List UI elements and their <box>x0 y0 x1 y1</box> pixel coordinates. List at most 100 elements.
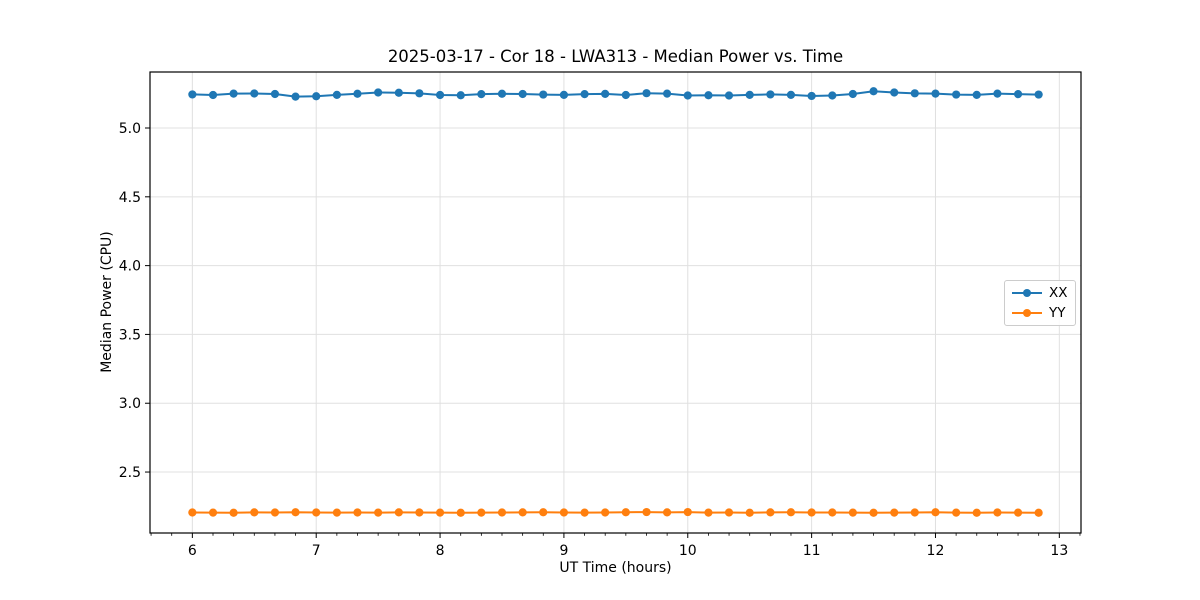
data-point-yy <box>662 508 672 517</box>
data-point-xx <box>270 89 280 99</box>
y-axis-label: Median Power (CPU) <box>99 231 115 373</box>
x-tick-label: 8 <box>436 543 445 559</box>
x-tick-label: 10 <box>679 543 697 559</box>
data-point-xx <box>374 88 383 97</box>
legend-label: YY <box>1049 305 1066 321</box>
data-point-yy <box>208 508 218 517</box>
data-point-xx <box>601 89 610 98</box>
data-point-xx <box>1013 90 1023 99</box>
data-point-yy <box>435 508 445 517</box>
data-point-xx <box>642 89 651 98</box>
data-point-yy <box>601 508 610 517</box>
data-point-xx <box>188 90 197 99</box>
data-point-xx <box>229 89 238 98</box>
data-point-yy <box>724 508 734 517</box>
data-point-yy <box>312 508 321 517</box>
y-tick-label: 5.0 <box>119 121 141 137</box>
data-point-xx <box>559 90 569 99</box>
data-point-xx <box>353 89 362 98</box>
y-tick-label: 2.5 <box>119 465 141 481</box>
legend-entry-yy: YY <box>1005 303 1075 323</box>
y-tick-label: 4.5 <box>119 190 141 206</box>
data-point-yy <box>188 508 197 517</box>
data-point-yy <box>683 507 692 517</box>
data-point-yy <box>766 508 775 517</box>
data-point-xx <box>250 89 259 98</box>
data-point-xx <box>662 89 672 98</box>
x-tick-label: 12 <box>927 543 945 559</box>
data-point-yy <box>394 508 403 517</box>
y-tick-label: 3.0 <box>119 396 141 412</box>
data-point-xx <box>580 90 589 99</box>
data-point-xx <box>952 90 961 99</box>
x-tick-label: 6 <box>188 543 197 559</box>
data-point-xx <box>972 90 981 99</box>
data-point-yy <box>374 508 383 517</box>
data-point-yy <box>332 508 341 517</box>
data-point-yy <box>952 508 961 517</box>
x-tick-label: 7 <box>312 543 321 559</box>
data-point-xx <box>621 90 630 100</box>
data-point-yy <box>291 508 300 517</box>
data-point-xx <box>456 91 465 100</box>
data-point-yy <box>786 508 796 517</box>
y-tick-label: 4.0 <box>119 259 141 275</box>
y-tick-label: 3.5 <box>119 327 141 343</box>
data-point-yy <box>993 508 1002 517</box>
data-point-xx <box>497 89 507 98</box>
data-point-yy <box>250 508 259 517</box>
data-point-yy <box>910 508 919 517</box>
data-point-yy <box>497 508 507 517</box>
data-point-yy <box>642 507 651 517</box>
plot-border <box>149 71 1082 534</box>
data-point-xx <box>786 90 796 99</box>
data-point-xx <box>415 89 424 98</box>
data-point-xx <box>312 92 321 101</box>
data-point-xx <box>910 89 919 98</box>
data-point-xx <box>993 89 1002 98</box>
data-point-yy <box>477 508 486 517</box>
x-tick-label: 9 <box>559 543 568 559</box>
data-point-xx <box>1034 90 1043 99</box>
data-point-yy <box>229 508 238 517</box>
data-point-yy <box>580 508 589 517</box>
data-point-yy <box>1013 508 1023 517</box>
legend-entry-xx: XX <box>1005 283 1075 303</box>
data-point-yy <box>518 508 527 517</box>
data-point-yy <box>415 508 424 517</box>
data-point-yy <box>704 508 713 517</box>
data-point-yy <box>270 508 280 517</box>
data-point-yy <box>931 508 940 517</box>
legend: XX YY <box>1004 280 1076 326</box>
data-point-xx <box>539 90 548 99</box>
data-point-xx <box>394 88 403 97</box>
data-point-xx <box>208 90 218 100</box>
data-point-yy <box>539 508 548 517</box>
data-point-xx <box>291 92 300 101</box>
data-point-yy <box>745 508 754 517</box>
legend-line-marker-icon <box>1012 288 1042 298</box>
data-point-xx <box>807 91 816 101</box>
data-point-xx <box>518 89 527 99</box>
data-point-xx <box>869 87 878 96</box>
data-point-xx <box>828 91 837 100</box>
data-point-xx <box>931 89 940 98</box>
data-point-xx <box>332 90 341 99</box>
data-point-xx <box>890 88 899 97</box>
legend-line-marker-icon <box>1012 308 1042 318</box>
data-point-yy <box>869 508 878 517</box>
x-tick-label: 13 <box>1050 543 1068 559</box>
x-tick-label: 11 <box>803 543 821 559</box>
data-point-xx <box>724 91 734 100</box>
legend-label: XX <box>1049 285 1068 301</box>
data-point-xx <box>704 91 713 100</box>
data-point-yy <box>353 508 362 517</box>
data-point-yy <box>456 508 465 517</box>
data-point-xx <box>745 90 754 99</box>
data-point-xx <box>766 90 775 99</box>
chart-title: 2025-03-17 - Cor 18 - LWA313 - Median Po… <box>387 47 844 66</box>
data-point-xx <box>477 90 486 99</box>
data-point-yy <box>807 508 816 517</box>
